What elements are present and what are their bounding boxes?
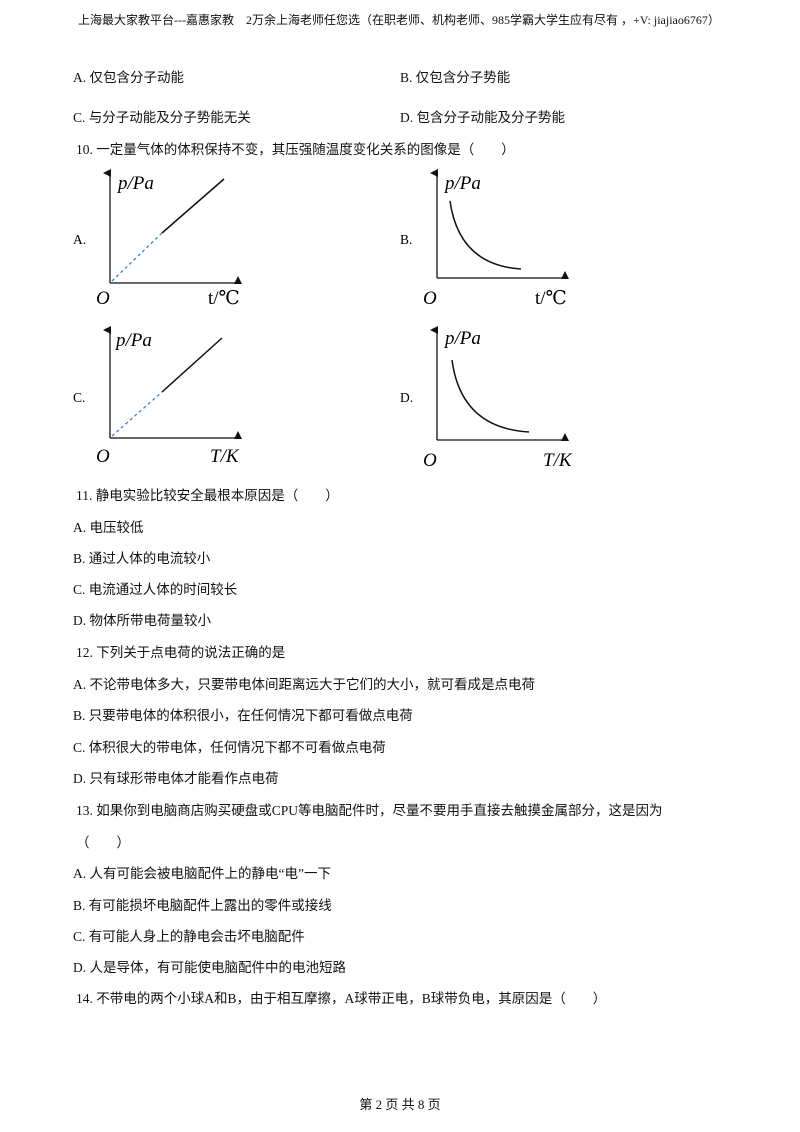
option: A. 人有可能会被电脑配件上的静电“电”一下	[73, 866, 331, 881]
y-axis-label: p/Pa	[114, 330, 152, 351]
option: C. 与分子动能及分子势能无关	[73, 110, 251, 125]
question-stem: 13. 如果你到电脑商店购买硬盘或CPU等电脑配件时，尽量不要用手直接去触摸金属…	[76, 803, 663, 818]
graph-label: D.	[400, 390, 413, 405]
x-axis-label: T/K	[210, 446, 240, 467]
extension-line	[111, 391, 163, 437]
origin-label: O	[423, 450, 437, 471]
option: D. 人是导体，有可能使电脑配件中的电池短路	[73, 960, 346, 975]
graph: A. p/Pa O t/℃	[73, 169, 242, 309]
question-stem: 11. 静电实验比较安全最根本原因是（ ）	[76, 488, 339, 503]
option: B. 通过人体的电流较小	[73, 551, 211, 566]
option: B. 仅包含分子势能	[400, 70, 511, 85]
y-axis-label: p/Pa	[116, 173, 154, 194]
x-axis-label: t/℃	[208, 288, 240, 309]
graph: B. p/Pa O t/℃	[400, 169, 569, 309]
page-footer: 第 2 页 共 8 页	[359, 1097, 441, 1112]
origin-label: O	[423, 288, 437, 309]
option: B. 只要带电体的体积很小，在任何情况下都可看做点电荷	[73, 708, 413, 723]
option: A. 仅包含分子动能	[73, 70, 184, 85]
graph-curve	[451, 359, 530, 433]
graph-curve	[449, 200, 522, 270]
option: D. 物体所带电荷量较小	[73, 613, 211, 628]
x-axis-label: t/℃	[535, 288, 567, 309]
question-stem: 12. 下列关于点电荷的说法正确的是	[76, 645, 286, 660]
question-stem: 10. 一定量气体的体积保持不变，其压强随温度变化关系的图像是（ ）	[76, 142, 515, 157]
option: D. 包含分子动能及分子势能	[400, 110, 565, 125]
graph-label: A.	[73, 232, 86, 247]
option: C. 电流通过人体的时间较长	[73, 582, 238, 597]
y-axis-label: p/Pa	[443, 328, 481, 349]
x-axis-label: T/K	[543, 450, 573, 471]
origin-label: O	[96, 446, 110, 467]
option: A. 电压较低	[73, 520, 144, 535]
page-header: 上海最大家教平台---嘉惠家教 2万余上海老师任您选（在职老师、机构老师、985…	[78, 13, 720, 27]
graph-label: C.	[73, 390, 85, 405]
graph-line	[161, 178, 225, 234]
option: A. 不论带电体多大，只要带电体间距离远大于它们的大小，就可看成是点电荷	[73, 677, 535, 692]
graph-label: B.	[400, 232, 412, 247]
origin-label: O	[96, 288, 110, 309]
option: C. 体积很大的带电体，任何情况下都不可看做点电荷	[73, 740, 386, 755]
question-stem: 14. 不带电的两个小球A和B，由于相互摩擦，A球带正电，B球带负电，其原因是（…	[76, 991, 607, 1006]
graph-line	[161, 337, 223, 393]
option: C. 有可能人身上的静电会击坏电脑配件	[73, 929, 305, 944]
graph: D. p/Pa O T/K	[400, 326, 573, 471]
option: B. 有可能损坏电脑配件上露出的零件或接线	[73, 898, 332, 913]
graph: C. p/Pa O T/K	[73, 326, 242, 467]
y-axis-label: p/Pa	[443, 173, 481, 194]
option: D. 只有球形带电体才能看作点电荷	[73, 771, 279, 786]
question-stem: （ ）	[76, 835, 130, 850]
extension-line	[111, 232, 163, 282]
